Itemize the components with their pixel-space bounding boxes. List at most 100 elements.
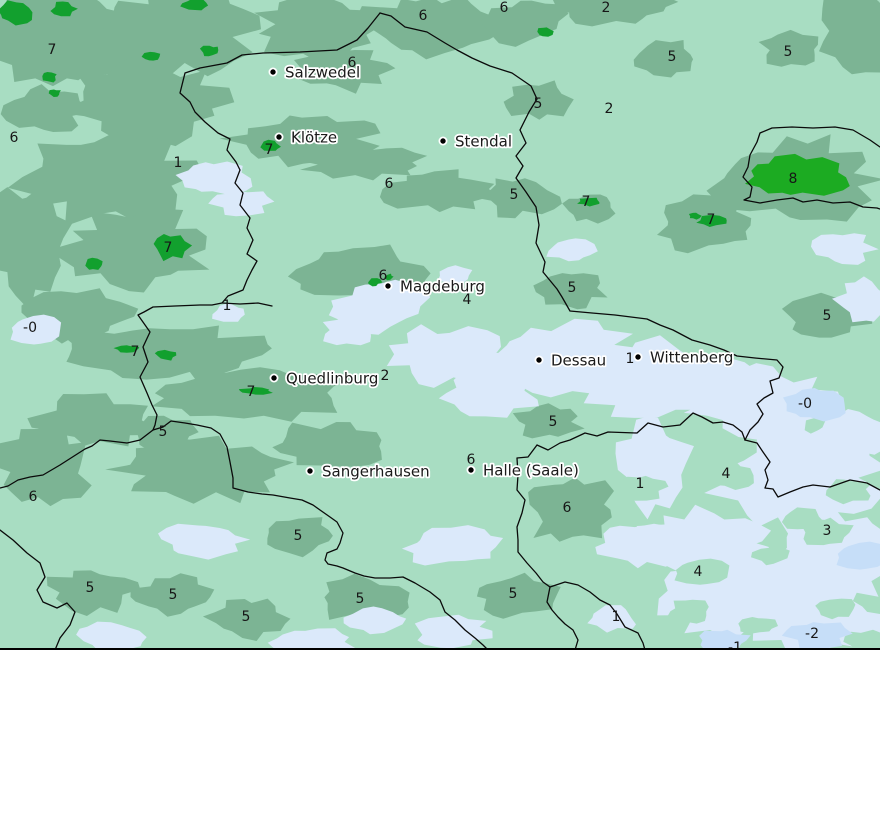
map-color-patch [384,273,394,281]
temp-value-label: -2 [805,626,819,642]
map-color-patch [202,598,291,641]
map-color-patch [471,178,562,219]
city-marker-dot [466,465,476,475]
city-marker-dot [383,281,393,291]
temp-value-label: 8 [789,171,798,187]
map-color-patch [175,161,253,195]
temp-value-label: 5 [568,280,577,296]
map-color-patch [154,349,177,361]
map-color-patch [153,234,193,262]
map-color-patch [46,570,141,616]
temp-value-label: 7 [707,212,716,228]
map-color-patch [751,543,790,566]
temp-value-label: 7 [164,240,173,256]
map-color-patch [48,89,61,97]
map-color-patch [758,29,819,67]
map-color-patch [368,278,383,287]
map-color-patch [42,72,57,83]
map-color-patch [480,0,569,47]
map-color-patch [0,178,73,312]
city-marker-dot [269,373,279,383]
temp-value-label: 1 [636,476,645,492]
map-color-patch [50,1,78,17]
map-color-patch [130,573,215,617]
map-color-patch [208,191,275,217]
temp-value-label: 5 [784,44,793,60]
map-color-patch [811,233,879,265]
city-label: Stendal [455,133,512,151]
map-bottom-divider [0,648,880,650]
map-color-patch [57,208,210,293]
map-color-patch [745,153,850,196]
map-color-patch [674,558,730,585]
map-color-patch [105,435,294,504]
map-color-patch [199,45,219,57]
map-color-patch [7,131,203,227]
map-color-patch [778,509,880,613]
map-color-patch [528,477,614,542]
temp-value-label: 6 [10,130,19,146]
map-region-minus2-0C [699,388,880,650]
temp-value-label: 7 [48,42,57,58]
map-color-patch [0,421,92,507]
caption-area: Temperatur in 2m (in °C) Modell: ICON-D2… [0,650,880,830]
map-color-patch [267,517,333,558]
city-marker-dot [305,466,315,476]
city-label: Sangerhausen [322,463,430,481]
temp-value-label: 5 [169,587,178,603]
map-color-patch [688,212,702,220]
temp-value-label: 1 [612,609,621,625]
city-label: Magdeburg [400,278,485,296]
city-label: Halle (Saale) [483,462,579,480]
map-color-patch [113,345,140,353]
map-color-patch [706,462,754,490]
map-color-patch [562,194,616,224]
map-color-patch [414,614,493,649]
temp-value-label: 3 [823,523,832,539]
map-color-patch [180,0,209,11]
map-color-patch [537,27,554,37]
map-color-patch [437,265,473,286]
map-color-patch [58,54,235,147]
city-label: Quedlinburg [286,370,378,388]
map-color-patch [401,525,504,566]
temp-value-label: 6 [385,176,394,192]
map-color-patch [212,302,245,322]
temp-value-label: 6 [563,500,572,516]
map-color-patch [633,40,694,78]
map-color-patch [238,387,273,395]
temp-value-label: 4 [722,466,731,482]
temp-value-label: 5 [534,96,543,112]
map-region-2-4C-islands [616,462,880,656]
map-color-patch [783,388,846,422]
map-color-patch [546,238,598,262]
map-color-patch [544,0,679,27]
temp-value-label: 5 [510,187,519,203]
temp-value-label: 5 [86,580,95,596]
map-region-6-8C [0,0,727,395]
map-color-patch [322,316,381,346]
map-color-patch [476,572,561,619]
city-label: Dessau [551,352,606,370]
map-color-patch [819,0,880,75]
map-color-patch [260,139,281,151]
map-color-patch [343,606,407,635]
map-color-patch [696,214,727,227]
temp-value-label: 6 [419,8,428,24]
map-color-patch [358,0,502,60]
map-color-patch [832,276,880,323]
city-label: Salzwedel [285,64,360,82]
city-label: Klötze [291,129,337,147]
city-marker-dot [633,352,643,362]
map-color-patch [699,629,751,650]
map-color-patch [324,573,410,622]
temp-value-label: -0 [23,320,37,336]
temp-value-label: 1 [626,351,635,367]
temp-value-label: 5 [549,414,558,430]
map-color-patch [76,621,147,653]
map-color-patch [272,422,382,467]
temp-value-label: -0 [798,396,812,412]
map-color-patch [512,403,585,439]
temp-value-label: 6 [467,452,476,468]
temp-value-label: 5 [823,308,832,324]
